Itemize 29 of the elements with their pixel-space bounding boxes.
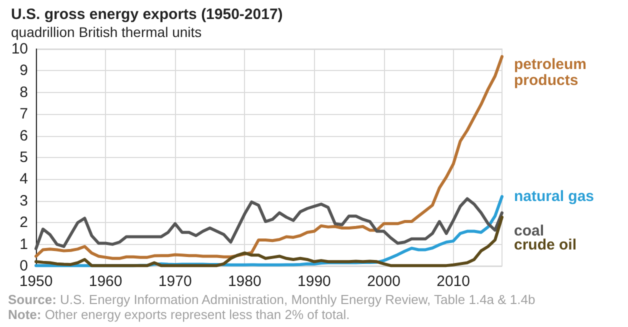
x-tick-label: 1980 (228, 273, 262, 290)
chart-subtitle: quadrillion British thermal units (11, 24, 202, 40)
y-tick-label: 10 (11, 40, 28, 58)
series-label: coal (514, 222, 544, 240)
y-tick-label: 3 (20, 192, 28, 210)
text: Note: Other energy exports represent less than 2% of total. (8, 307, 350, 322)
y-tick-label: 8 (20, 84, 28, 101)
y-tick-label: 2 (20, 214, 28, 232)
y-tick-label: 6 (20, 127, 28, 144)
series-label: natural gas (514, 188, 594, 206)
x-tick-label: 1950 (19, 273, 53, 290)
source-note: Source: U.S. Energy Information Administration, Monthly Energy Review, Table 1.4a & 1.4b (8, 292, 536, 307)
x-tick-label: 1960 (88, 273, 122, 290)
series-label: crude oil (514, 236, 577, 254)
y-tick-label: 1 (20, 236, 28, 253)
y-tick-label: 7 (20, 106, 28, 123)
y-tick-label: 4 (20, 170, 28, 188)
line-series (34, 55, 504, 260)
x-tick-label: 2000 (367, 273, 400, 290)
y-tick-label: 0 (20, 258, 28, 274)
chart-title: U.S. gross energy exports (1950-2017) (11, 6, 283, 23)
x-tick-label: 1970 (158, 273, 192, 290)
series-label: petroleum products (514, 56, 591, 90)
y-tick-label: 9 (20, 62, 28, 80)
line-series (34, 197, 504, 250)
y-tick-label: 5 (20, 149, 28, 166)
x-tick-label: 2010 (436, 273, 470, 290)
x-tick-label: 1990 (298, 273, 331, 290)
line-series (34, 216, 504, 268)
